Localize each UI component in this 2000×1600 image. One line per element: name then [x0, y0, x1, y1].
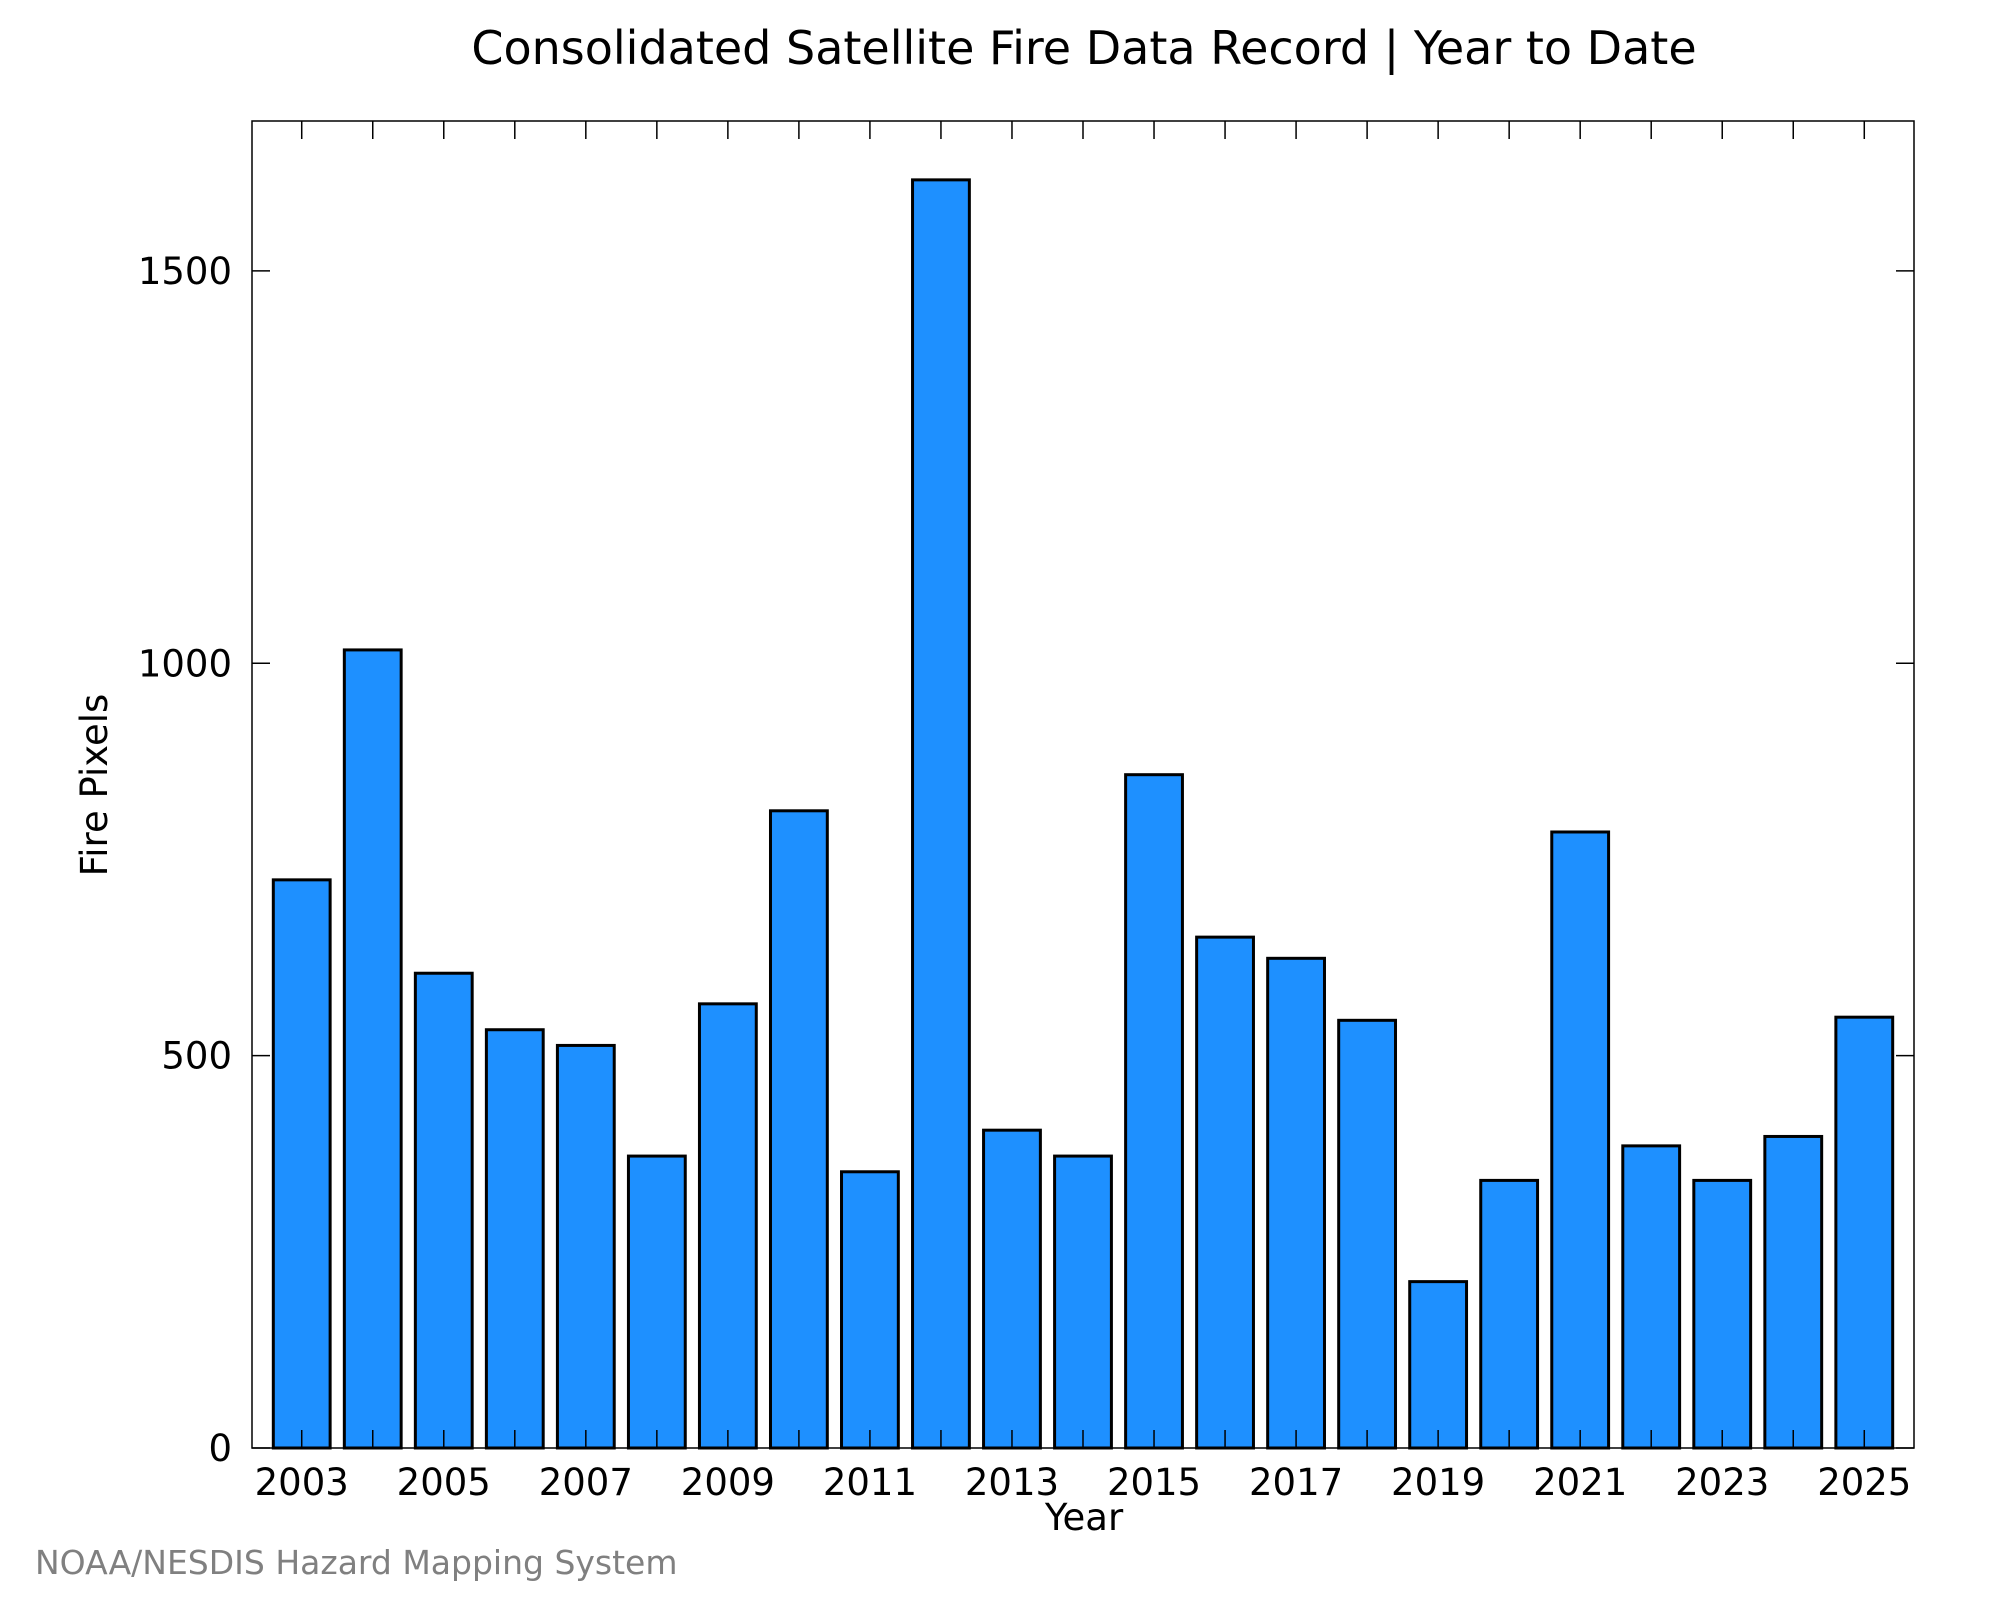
bar-2014 — [1053, 1154, 1113, 1450]
x-tick-label-2011: 2011 — [823, 1461, 917, 1504]
y-axis-label: Fire Pixels — [73, 694, 116, 877]
bar-2019 — [1408, 1280, 1469, 1450]
x-axis-label: Year — [1044, 1496, 1124, 1539]
plot-area: 2003 2005 2007 2009 2011 2013 2015 2017 2019 2021… — [138, 120, 1915, 1504]
bar-2011 — [840, 1170, 900, 1450]
x-tick-label-2005: 2005 — [397, 1461, 491, 1504]
x-tick-label-2019: 2019 — [1391, 1461, 1485, 1504]
bar-2022 — [1621, 1144, 1682, 1450]
y-tick-label-1500: 1500 — [138, 250, 232, 293]
x-tick-label-2013: 2013 — [965, 1461, 1059, 1504]
bar-2020 — [1479, 1178, 1540, 1450]
bar-2018 — [1337, 1018, 1398, 1450]
x-tick-label-2009: 2009 — [681, 1461, 775, 1504]
x-tick-label-2017: 2017 — [1249, 1461, 1343, 1504]
bar-2003 — [271, 878, 332, 1450]
x-tick-label-2023: 2023 — [1675, 1461, 1769, 1504]
y-tick-label-0: 0 — [208, 1427, 232, 1470]
bar-2010 — [768, 809, 829, 1450]
bar-2008 — [626, 1154, 687, 1450]
bar-2024 — [1763, 1134, 1824, 1450]
source-credit: NOAA/NESDIS Hazard Mapping System — [35, 1543, 678, 1582]
bar-2012 — [911, 178, 971, 1450]
bar-2021 — [1550, 830, 1611, 1450]
bar-2015 — [1124, 773, 1184, 1450]
chart-title: Consolidated Satellite Fire Data Record … — [471, 21, 1696, 76]
y-tick-label-1000: 1000 — [138, 642, 232, 685]
bar-2016 — [1195, 935, 1255, 1450]
x-tick-label-2003: 2003 — [255, 1461, 349, 1504]
bar-2004 — [342, 648, 403, 1450]
bar-2009 — [697, 1002, 758, 1450]
bar-2023 — [1692, 1178, 1753, 1450]
bar-2017 — [1266, 956, 1326, 1450]
x-tick-label-2025: 2025 — [1817, 1461, 1911, 1504]
y-tick-label-500: 500 — [161, 1035, 232, 1078]
x-tick-label-2007: 2007 — [539, 1461, 633, 1504]
bar-2005 — [413, 971, 474, 1450]
x-tick-label-2021: 2021 — [1533, 1461, 1627, 1504]
bar-2025 — [1834, 1015, 1895, 1450]
bar-2013 — [982, 1128, 1042, 1450]
bar-2006 — [484, 1028, 545, 1450]
x-tick-label-2015: 2015 — [1107, 1461, 1201, 1504]
bar-2007 — [555, 1043, 616, 1450]
